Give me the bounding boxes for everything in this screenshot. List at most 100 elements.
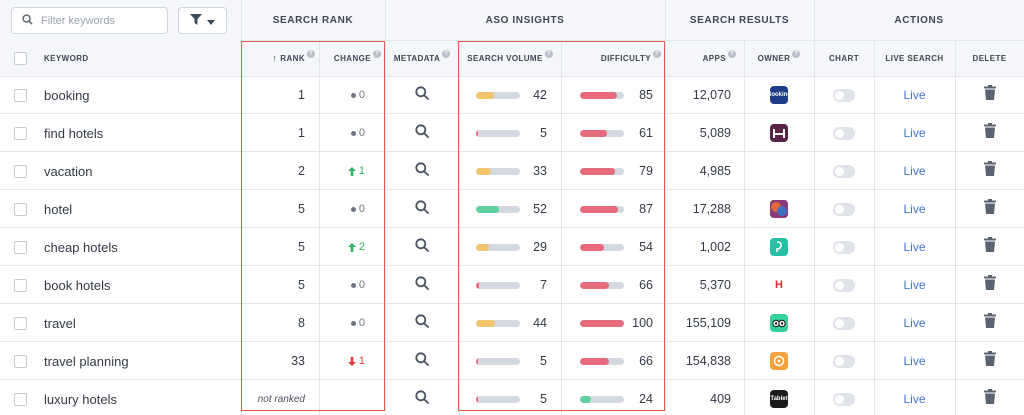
- live-search-link[interactable]: Live: [903, 354, 926, 368]
- help-icon[interactable]: ?: [442, 50, 451, 58]
- col-apps[interactable]: APPS ?: [665, 40, 744, 76]
- hotels-com-app-icon[interactable]: H: [770, 276, 788, 294]
- delete-button[interactable]: [955, 304, 1024, 342]
- live-search-link[interactable]: Live: [903, 240, 926, 254]
- bed-app-icon[interactable]: [770, 124, 788, 142]
- chart-toggle-cell[interactable]: [814, 152, 874, 190]
- metadata-search-button[interactable]: [385, 228, 459, 266]
- owner-cell[interactable]: Tablet: [744, 380, 814, 415]
- live-search-link[interactable]: Live: [903, 316, 926, 330]
- row-checkbox[interactable]: [14, 240, 27, 254]
- chart-toggle[interactable]: [833, 164, 855, 178]
- metadata-search-button[interactable]: [385, 304, 459, 342]
- delete-button[interactable]: [955, 114, 1024, 152]
- metadata-search-button[interactable]: [385, 76, 459, 114]
- live-search-link[interactable]: Live: [903, 126, 926, 140]
- tripadvisor-app-icon[interactable]: [770, 314, 788, 332]
- delete-button[interactable]: [955, 76, 1024, 114]
- live-search-link[interactable]: Live: [903, 88, 926, 102]
- live-search-link[interactable]: Live: [903, 278, 926, 292]
- owner-cell[interactable]: [744, 152, 814, 190]
- help-icon[interactable]: ?: [792, 50, 801, 58]
- col-difficulty[interactable]: DIFFICULTY ?: [561, 40, 665, 76]
- col-search-volume[interactable]: SEARCH VOLUME ?: [459, 40, 561, 76]
- owner-cell[interactable]: [744, 190, 814, 228]
- delete-button[interactable]: [955, 266, 1024, 304]
- chart-toggle[interactable]: [833, 316, 855, 330]
- live-search-link[interactable]: Live: [903, 164, 926, 178]
- chart-toggle-cell[interactable]: [814, 342, 874, 380]
- chart-toggle-cell[interactable]: [814, 228, 874, 266]
- row-checkbox-cell[interactable]: [14, 114, 27, 152]
- booking-app-icon[interactable]: Booking: [770, 86, 788, 104]
- chart-toggle-cell[interactable]: [814, 114, 874, 152]
- delete-button[interactable]: [955, 228, 1024, 266]
- metadata-search-button[interactable]: [385, 114, 459, 152]
- filter-dropdown-button[interactable]: [178, 7, 227, 34]
- delete-button[interactable]: [955, 380, 1024, 415]
- row-checkbox-cell[interactable]: [14, 304, 27, 342]
- col-metadata[interactable]: METADATA ?: [385, 40, 459, 76]
- col-rank[interactable]: ↑ RANK ?: [241, 40, 319, 76]
- live-search-link[interactable]: Live: [903, 392, 926, 406]
- hopper-app-icon[interactable]: [770, 238, 788, 256]
- row-checkbox-cell[interactable]: [14, 266, 27, 304]
- owner-cell[interactable]: [744, 304, 814, 342]
- live-search-link[interactable]: Live: [903, 202, 926, 216]
- owner-cell[interactable]: H: [744, 266, 814, 304]
- row-checkbox[interactable]: [14, 88, 27, 102]
- col-owner[interactable]: OWNER ?: [744, 40, 814, 76]
- filter-keywords-input[interactable]: [41, 14, 161, 27]
- metadata-search-button[interactable]: [385, 266, 459, 304]
- chart-toggle[interactable]: [833, 392, 855, 406]
- chart-toggle-cell[interactable]: [814, 304, 874, 342]
- row-checkbox[interactable]: [14, 126, 27, 140]
- help-icon[interactable]: ?: [653, 50, 661, 58]
- delete-button[interactable]: [955, 152, 1024, 190]
- help-icon[interactable]: ?: [728, 50, 736, 58]
- row-checkbox[interactable]: [14, 164, 27, 178]
- chart-toggle[interactable]: [833, 126, 855, 140]
- chart-toggle-cell[interactable]: [814, 266, 874, 304]
- chart-toggle[interactable]: [833, 354, 855, 368]
- owner-cell[interactable]: [744, 342, 814, 380]
- select-all-checkbox-cell[interactable]: [14, 40, 27, 76]
- chart-toggle[interactable]: [833, 202, 855, 216]
- row-checkbox-cell[interactable]: [14, 228, 27, 266]
- metadata-search-button[interactable]: [385, 380, 459, 415]
- chart-toggle[interactable]: [833, 240, 855, 254]
- chart-toggle-cell[interactable]: [814, 380, 874, 415]
- row-checkbox[interactable]: [14, 278, 27, 292]
- row-checkbox[interactable]: [14, 354, 27, 368]
- row-checkbox-cell[interactable]: [14, 380, 27, 415]
- select-all-checkbox[interactable]: [14, 51, 27, 65]
- chart-toggle[interactable]: [833, 88, 855, 102]
- col-keyword[interactable]: KEYWORD: [44, 53, 89, 63]
- delete-button[interactable]: [955, 342, 1024, 380]
- help-icon[interactable]: ?: [307, 50, 315, 58]
- owner-cell[interactable]: [744, 228, 814, 266]
- colorful-app-icon[interactable]: [770, 200, 788, 218]
- row-checkbox[interactable]: [14, 316, 27, 330]
- chart-toggle-cell[interactable]: [814, 76, 874, 114]
- help-icon[interactable]: ?: [544, 50, 553, 58]
- row-checkbox-cell[interactable]: [14, 342, 27, 380]
- row-checkbox[interactable]: [14, 202, 27, 216]
- owner-cell[interactable]: [744, 114, 814, 152]
- owner-cell[interactable]: Booking: [744, 76, 814, 114]
- metadata-search-button[interactable]: [385, 190, 459, 228]
- filter-keywords-input-wrapper[interactable]: [11, 7, 168, 34]
- help-icon[interactable]: ?: [373, 50, 381, 58]
- chart-toggle[interactable]: [833, 278, 855, 292]
- tablet-app-icon[interactable]: Tablet: [770, 390, 788, 408]
- row-checkbox[interactable]: [14, 392, 27, 406]
- row-checkbox-cell[interactable]: [14, 152, 27, 190]
- row-checkbox-cell[interactable]: [14, 190, 27, 228]
- chart-toggle-cell[interactable]: [814, 190, 874, 228]
- metadata-search-button[interactable]: [385, 342, 459, 380]
- metadata-search-button[interactable]: [385, 152, 459, 190]
- row-checkbox-cell[interactable]: [14, 76, 27, 114]
- delete-button[interactable]: [955, 190, 1024, 228]
- planner-app-icon[interactable]: [770, 352, 788, 370]
- col-change[interactable]: CHANGE ?: [319, 40, 385, 76]
